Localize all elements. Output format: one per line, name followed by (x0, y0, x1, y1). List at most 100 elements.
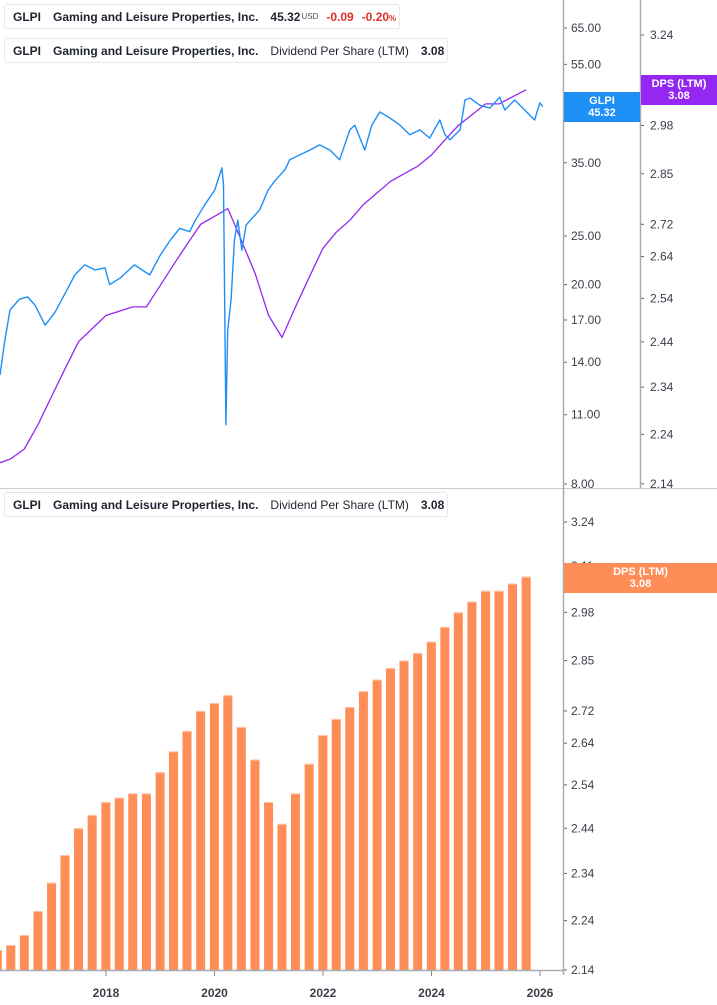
dps-bar (250, 759, 260, 970)
dps-bar (114, 797, 124, 970)
legend-currency: USD (301, 12, 319, 21)
dps-top-tick-label: 2.64 (650, 250, 674, 264)
dps-bar (60, 855, 70, 970)
legend-metric: Dividend Per Share (LTM) (270, 497, 409, 512)
tag-label: GLPI (589, 95, 615, 107)
tag-label: DPS (LTM) (651, 78, 707, 90)
x-tick-label: 2020 (201, 986, 228, 1000)
legend-ticker: GLPI (13, 43, 42, 58)
dps-bottom-last-value-tag: DPS (LTM) 3.08 (564, 563, 717, 593)
dps-bar (291, 793, 301, 970)
dps-bar (345, 706, 355, 970)
dps-line (0, 89, 527, 464)
dps-top-tick-label: 2.72 (650, 217, 674, 231)
top-lines (0, 89, 544, 464)
price-tick-label: 65.00 (571, 21, 601, 35)
dps-bottom-tick-label: 2.14 (571, 963, 595, 977)
legend-company: Gaming and Leisure Properties, Inc. (53, 43, 259, 58)
x-tick-label: 2022 (310, 986, 337, 1000)
dps-bottom-legend[interactable]: GLPI Gaming and Leisure Properties, Inc.… (4, 492, 448, 517)
legend-value: 3.08 (420, 43, 445, 58)
dps-bar (0, 949, 2, 970)
dps-bar (128, 793, 138, 970)
dps-bar (372, 679, 382, 970)
dps-bar (494, 590, 504, 970)
dps-bar (223, 695, 233, 970)
dps-bar (141, 793, 151, 970)
x-tick-label: 2024 (418, 986, 445, 1000)
price-last-value-tag: GLPI 45.32 (564, 92, 640, 122)
price-tick-label: 25.00 (571, 229, 601, 243)
dps-bar (508, 583, 518, 970)
dps-bar (6, 945, 16, 970)
dps-bottom-tick-label: 2.98 (571, 605, 595, 619)
price-tick-label: 35.00 (571, 156, 601, 170)
tag-value: 45.32 (588, 107, 616, 119)
dps-bar (481, 590, 491, 970)
price-line (0, 96, 544, 426)
legend-ticker: GLPI (13, 9, 42, 24)
x-tick-label: 2018 (93, 986, 120, 1000)
legend-company: Gaming and Leisure Properties, Inc. (53, 497, 259, 512)
legend-change-pct: -0.20% (362, 10, 396, 24)
dps-top-tick-label: 2.54 (650, 291, 674, 305)
dps-top-tick-label: 2.98 (650, 119, 674, 133)
dps-bottom-tick-label: 2.64 (571, 736, 595, 750)
dps-top-last-value-tag: DPS (LTM) 3.08 (641, 75, 717, 105)
dps-bar (87, 815, 97, 970)
dps-bar (33, 911, 43, 970)
dps-top-tick-label: 2.24 (650, 427, 674, 441)
dps-bottom-tick-label: 2.34 (571, 866, 595, 880)
x-tick-label: 2026 (527, 986, 554, 1000)
tag-label: DPS (LTM) (613, 566, 668, 578)
dps-bar (453, 612, 463, 970)
dps-bar (196, 710, 206, 970)
dps-bar (47, 882, 57, 970)
dps-bottom-tick-label: 2.24 (571, 914, 595, 928)
price-tick-label: 8.00 (571, 477, 595, 491)
dps-bottom-tick-label: 3.24 (571, 515, 595, 529)
dps-top-tick-label: 3.24 (650, 28, 674, 42)
dps-bar (426, 641, 436, 970)
tag-value: 3.08 (668, 90, 690, 102)
dps-bar (385, 668, 395, 970)
legend-value: 3.08 (420, 497, 445, 512)
tag-value: 3.08 (629, 578, 652, 590)
dps-bar (358, 691, 368, 970)
dps-bar (521, 576, 531, 970)
dps-bottom-tick-label: 2.54 (571, 778, 595, 792)
dps-top-tick-label: 2.14 (650, 477, 674, 491)
price-legend[interactable]: GLPI Gaming and Leisure Properties, Inc.… (4, 4, 400, 29)
dps-bars (0, 576, 531, 970)
legend-metric: Dividend Per Share (LTM) (270, 43, 409, 58)
dps-bar (413, 652, 423, 970)
dps-bar (19, 935, 29, 970)
dps-top-tick-label: 2.44 (650, 335, 674, 349)
price-tick-label: 20.00 (571, 278, 601, 292)
dps-bar (236, 726, 246, 970)
legend-company: Gaming and Leisure Properties, Inc. (53, 9, 259, 24)
dps-top-tick-label: 2.85 (650, 167, 674, 181)
legend-price: 45.32 (270, 9, 301, 24)
dps-bottom-tick-label: 2.44 (571, 821, 595, 835)
dps-bar (182, 730, 192, 970)
price-tick-label: 14.00 (571, 355, 601, 369)
price-tick-label: 17.00 (571, 313, 601, 327)
dps-bar (318, 735, 328, 970)
dps-bar (467, 601, 477, 970)
price-tick-label: 11.00 (571, 408, 600, 422)
dps-bar (101, 802, 111, 970)
dps-bottom-tick-label: 2.72 (571, 704, 595, 718)
price-tick-label: 55.00 (571, 57, 601, 71)
dps-bottom-tick-label: 2.85 (571, 654, 595, 668)
dps-bar (264, 802, 274, 970)
dps-bar (168, 751, 178, 970)
dps-bar (331, 718, 341, 970)
dps-bar (155, 772, 165, 970)
dps-bar (277, 823, 287, 970)
dps-bar (440, 626, 450, 970)
legend-ticker: GLPI (13, 497, 42, 512)
dps-top-legend[interactable]: GLPI Gaming and Leisure Properties, Inc.… (4, 38, 448, 63)
legend-change: -0.09 (326, 9, 354, 24)
